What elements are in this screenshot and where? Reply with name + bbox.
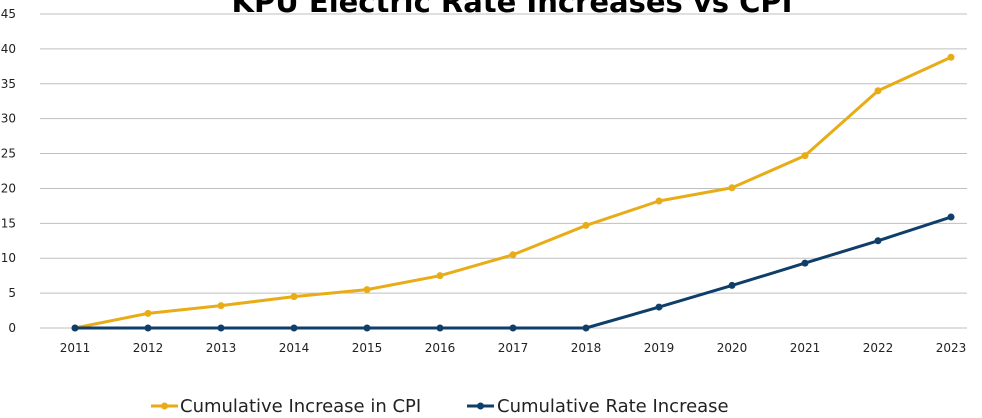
data-point xyxy=(363,324,371,332)
legend-item: Cumulative Increase in CPI xyxy=(151,396,421,417)
data-point xyxy=(947,213,955,221)
data-point xyxy=(436,272,444,280)
data-point xyxy=(728,281,736,289)
data-point xyxy=(655,197,663,205)
data-point xyxy=(217,302,225,310)
x-tick-label: 2017 xyxy=(498,341,529,355)
y-tick-label: 15 xyxy=(1,216,16,230)
legend: Cumulative Increase in CPI Cumulative Rat… xyxy=(151,396,729,417)
y-tick-label: 30 xyxy=(1,112,16,126)
data-point xyxy=(436,324,444,332)
x-tick-label: 2020 xyxy=(717,341,748,355)
data-point xyxy=(582,221,590,229)
series-2 xyxy=(71,213,955,332)
x-tick-label: 2019 xyxy=(644,341,675,355)
y-tick-label: 35 xyxy=(1,77,16,91)
data-point xyxy=(363,286,371,294)
x-axis-ticks: 2011 2012 2013 2014 2015 2016 2017 2018 2019 2020… xyxy=(60,341,967,355)
legend-item: Cumulative Rate Increase xyxy=(467,396,729,417)
data-point xyxy=(874,237,882,245)
x-tick-label: 2014 xyxy=(279,341,310,355)
y-axis-ticks: 0 5 10 15 20 25 30 35 40 45 xyxy=(1,7,16,335)
x-tick-label: 2013 xyxy=(206,341,237,355)
series-line xyxy=(73,55,953,330)
legend-marker xyxy=(161,402,168,410)
x-tick-label: 2012 xyxy=(133,341,164,355)
data-point xyxy=(801,152,809,160)
y-tick-label: 25 xyxy=(1,147,16,161)
x-tick-label: 2022 xyxy=(863,341,894,355)
data-point xyxy=(874,87,882,95)
y-tick-label: 20 xyxy=(1,181,16,195)
data-point xyxy=(71,324,79,332)
data-point xyxy=(144,309,152,317)
data-point xyxy=(947,53,955,61)
grid-lines xyxy=(40,13,967,329)
data-point xyxy=(290,324,298,332)
data-point xyxy=(582,324,590,332)
x-tick-label: 2021 xyxy=(790,341,821,355)
legend-label: Cumulative Increase in CPI xyxy=(180,396,421,417)
legend-label: Cumulative Rate Increase xyxy=(497,396,729,417)
legend-marker xyxy=(477,402,484,410)
chart-title: KPU Electric Rate Increases vs CPI xyxy=(232,0,793,19)
y-tick-label: 10 xyxy=(1,251,16,265)
series-lines xyxy=(71,53,955,332)
data-point xyxy=(655,303,663,311)
data-point xyxy=(290,293,298,301)
y-tick-label: 5 xyxy=(8,286,16,300)
series-line xyxy=(73,215,953,330)
series-1 xyxy=(71,53,955,332)
data-point xyxy=(801,259,809,267)
data-point xyxy=(144,324,152,332)
y-tick-label: 40 xyxy=(1,42,16,56)
x-tick-label: 2018 xyxy=(571,341,602,355)
data-point xyxy=(217,324,225,332)
data-point xyxy=(728,184,736,192)
x-tick-label: 2011 xyxy=(60,341,91,355)
data-point xyxy=(509,251,517,259)
x-tick-label: 2023 xyxy=(936,341,967,355)
y-tick-label: 45 xyxy=(1,7,16,21)
x-tick-label: 2015 xyxy=(352,341,383,355)
y-tick-label: 0 xyxy=(8,321,16,335)
x-tick-label: 2016 xyxy=(425,341,456,355)
data-point xyxy=(509,324,517,332)
